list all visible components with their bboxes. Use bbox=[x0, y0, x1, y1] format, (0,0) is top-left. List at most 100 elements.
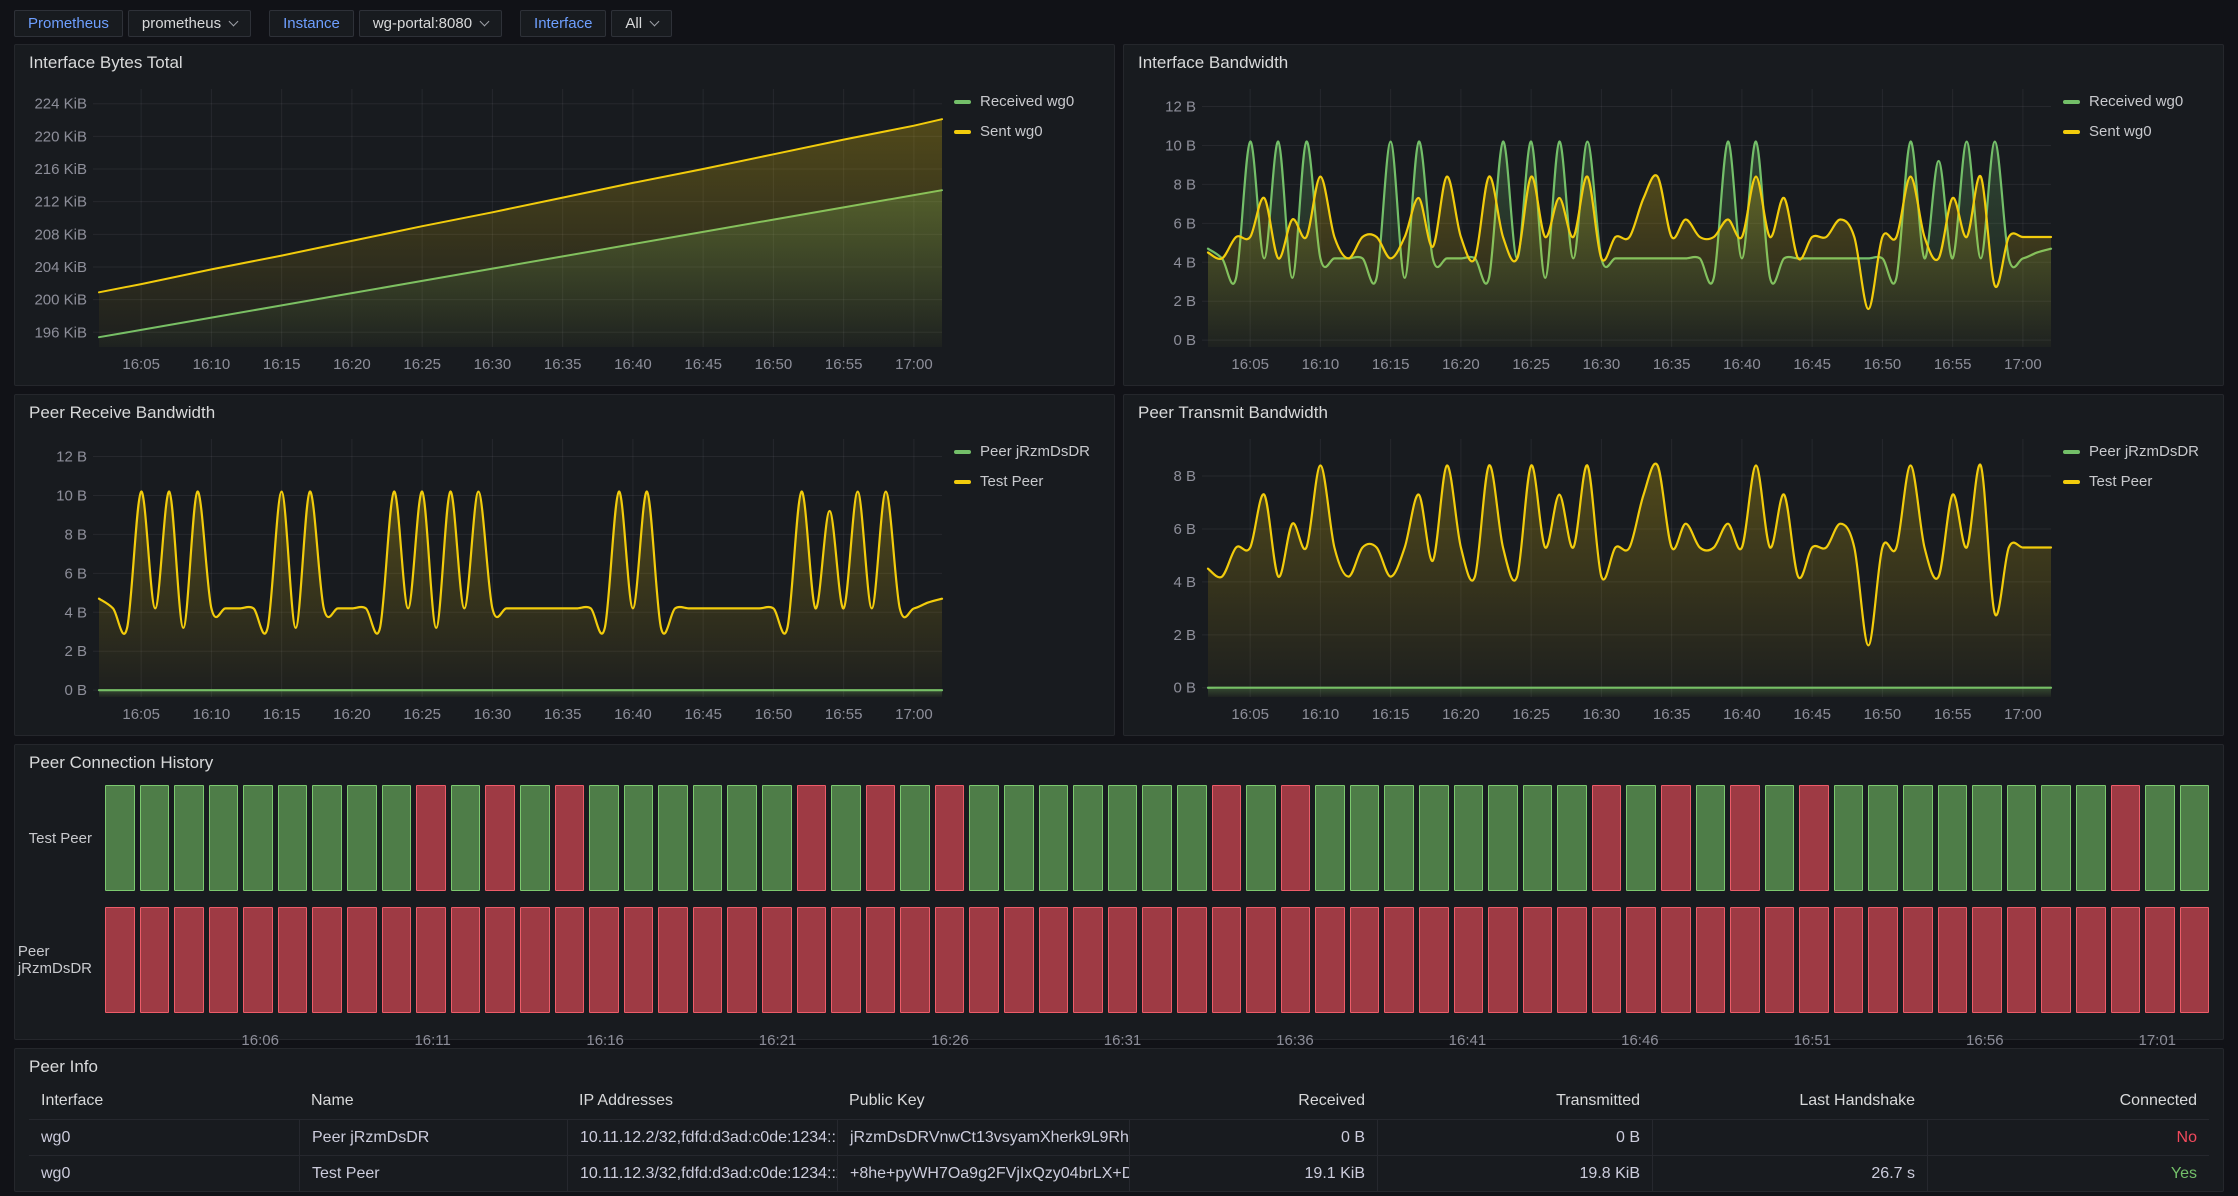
legend-item-received-wg0[interactable]: Received wg0 bbox=[954, 93, 1104, 110]
state-bar-connected bbox=[1107, 785, 1138, 891]
variables-bar: Prometheus prometheus Instance wg-portal:80… bbox=[14, 6, 2224, 40]
state-bar-disconnected bbox=[1972, 907, 2002, 1013]
variable-prometheus: Prometheus prometheus bbox=[14, 9, 252, 37]
variable-label-instance[interactable]: Instance bbox=[269, 9, 354, 37]
series-area-sent-wg0 bbox=[99, 119, 942, 347]
state-bar-disconnected bbox=[796, 907, 827, 1013]
peer-receive-bandwidth-chart: 16:05 16:10 16:15 16:20 16:25 16:30 16:35 16:40… bbox=[56, 439, 944, 723]
state-bar-disconnected bbox=[2075, 907, 2106, 1013]
table-header-cell-transmitted[interactable]: Transmitted bbox=[1556, 1092, 1640, 1109]
panel-title-interface-bytes-total[interactable]: Interface Bytes Total bbox=[29, 53, 183, 72]
table-cell-transmitted: 19.8 KiB bbox=[1377, 1156, 1652, 1191]
state-bar-disconnected bbox=[208, 907, 239, 1013]
state-bar-disconnected bbox=[1418, 907, 1449, 1013]
timeline-x-tick-label: 16:26 bbox=[931, 1032, 969, 1049]
panel-title-peer-receive-bandwidth[interactable]: Peer Receive Bandwidth bbox=[29, 403, 216, 422]
series-line-sent-wg0 bbox=[98, 118, 943, 294]
legend-series-swatch bbox=[954, 479, 971, 484]
panel-title-peer-connection-history[interactable]: Peer Connection History bbox=[29, 753, 214, 772]
table-header-cell-interface[interactable]: Interface bbox=[41, 1092, 104, 1109]
state-bar-disconnected bbox=[105, 907, 135, 1013]
y-axis-tick-label: 2 B bbox=[1173, 293, 1196, 310]
x-axis-tick-label: 16:40 bbox=[614, 706, 652, 723]
state-bar-connected bbox=[243, 785, 273, 891]
state-bar-connected bbox=[1488, 785, 1518, 891]
peer-info-table: Interface Name IP Addresses Public Key Recei… bbox=[15, 1083, 2223, 1191]
state-bar-connected bbox=[519, 785, 550, 891]
legend-item-peer-jrzmdsdr[interactable]: Peer jRzmDsDR bbox=[2063, 443, 2213, 460]
legend-interface-bandwidth: Received wg0 Sent wg0 bbox=[2063, 79, 2213, 377]
legend-item-received-wg0[interactable]: Received wg0 bbox=[2063, 93, 2213, 110]
state-bar-disconnected bbox=[1453, 907, 1484, 1013]
state-bar-connected bbox=[761, 785, 792, 891]
variable-value-dropdown-instance[interactable]: wg-portal:8080 bbox=[358, 9, 503, 37]
variable-selected-value: All bbox=[625, 14, 643, 32]
state-bar-connected bbox=[105, 785, 135, 891]
variable-value-dropdown-prometheus[interactable]: prometheus bbox=[127, 9, 252, 37]
legend-item-sent-wg0[interactable]: Sent wg0 bbox=[954, 123, 1104, 140]
table-row: wg0 Test Peer 10.11.12.3/32,fdfd:d3ad:c0de… bbox=[29, 1155, 2209, 1191]
legend-item-peer-jrzmdsdr[interactable]: Peer jRzmDsDR bbox=[954, 443, 1104, 460]
state-bar-connected bbox=[2006, 785, 2037, 891]
x-axis-tick-label: 16:30 bbox=[474, 706, 512, 723]
state-bar-disconnected bbox=[1004, 907, 1034, 1013]
table-header-cell-public-key[interactable]: Public Key bbox=[849, 1092, 925, 1109]
table-header-cell-connected[interactable]: Connected bbox=[2119, 1092, 2197, 1109]
table-header-cell-last-handshake[interactable]: Last Handshake bbox=[1799, 1092, 1915, 1109]
state-bar-disconnected bbox=[485, 785, 515, 891]
state-bar-disconnected bbox=[347, 907, 377, 1013]
x-axis-tick-label: 16:45 bbox=[684, 706, 722, 723]
y-axis-tick-label: 2 B bbox=[1173, 627, 1196, 644]
y-axis-tick-label: 4 B bbox=[1173, 254, 1196, 271]
legend-series-label: Received wg0 bbox=[2089, 93, 2184, 110]
table-header-cell-ip-addresses[interactable]: IP Addresses bbox=[579, 1092, 673, 1109]
interface-bandwidth-chart: 16:05 16:10 16:15 16:20 16:25 16:30 16:35 16:40… bbox=[1165, 89, 2053, 373]
x-axis-tick-label: 16:10 bbox=[1302, 356, 1340, 373]
x-axis-tick-label: 16:50 bbox=[755, 706, 793, 723]
variable-label-prometheus[interactable]: Prometheus bbox=[14, 9, 123, 37]
chevron-down-icon bbox=[649, 16, 660, 26]
legend-item-sent-wg0[interactable]: Sent wg0 bbox=[2063, 123, 2213, 140]
variable-label-interface[interactable]: Interface bbox=[520, 9, 607, 37]
x-axis-tick-label: 16:15 bbox=[263, 356, 301, 373]
x-axis-tick-label: 16:10 bbox=[1302, 706, 1340, 723]
state-bar-disconnected bbox=[1488, 907, 1518, 1013]
variable-value-dropdown-interface[interactable]: All bbox=[611, 9, 673, 37]
state-bar-disconnected bbox=[2110, 785, 2141, 891]
legend-series-swatch bbox=[954, 99, 971, 104]
x-axis-tick-label: 16:25 bbox=[403, 706, 441, 723]
state-bar-connected bbox=[312, 785, 343, 891]
state-bar-disconnected bbox=[934, 907, 965, 1013]
timeline-x-tick-label: 16:06 bbox=[241, 1032, 279, 1049]
panel-title-peer-transmit-bandwidth[interactable]: Peer Transmit Bandwidth bbox=[1138, 403, 1328, 422]
table-cell-ip-addresses: 10.11.12.3/32,fdfd:d3ad:c0de:1234::2/128 bbox=[567, 1156, 837, 1191]
legend-item-test-peer[interactable]: Test Peer bbox=[954, 473, 1104, 490]
state-bar-disconnected bbox=[969, 907, 1000, 1013]
table-header-cell-received[interactable]: Received bbox=[1298, 1092, 1365, 1109]
state-bar-connected bbox=[2041, 785, 2071, 891]
state-bar-disconnected bbox=[1315, 907, 1345, 1013]
state-bar-disconnected bbox=[1868, 907, 1899, 1013]
y-axis-tick-label: 212 KiB bbox=[34, 194, 87, 211]
state-bar-disconnected bbox=[1661, 907, 1691, 1013]
charts-grid: Interface Bytes Total 16:05 16:10 16:15 16:… bbox=[14, 44, 2224, 736]
x-axis-tick-label: 16:45 bbox=[684, 356, 722, 373]
legend-series-label: Peer jRzmDsDR bbox=[2089, 443, 2200, 460]
legend-series-swatch bbox=[2063, 449, 2080, 454]
x-axis-tick-label: 16:50 bbox=[755, 356, 793, 373]
table-cell-received: 19.1 KiB bbox=[1129, 1156, 1377, 1191]
legend-item-test-peer[interactable]: Test Peer bbox=[2063, 473, 2213, 490]
timeline-x-tick-label: 17:01 bbox=[2138, 1032, 2177, 1049]
x-axis-tick-label: 16:55 bbox=[1934, 706, 1972, 723]
panel-title-interface-bandwidth[interactable]: Interface Bandwidth bbox=[1138, 53, 1289, 72]
legend-series-label: Test Peer bbox=[2089, 473, 2153, 490]
panel-title-peer-info[interactable]: Peer Info bbox=[29, 1057, 98, 1076]
table-cell-public-key: jRzmDsDRVnwCt13vsyamXherk9L9RhR bbox=[837, 1120, 1129, 1155]
state-bar-connected bbox=[2075, 785, 2106, 891]
x-axis-tick-label: 16:05 bbox=[1231, 356, 1269, 373]
state-bar-disconnected bbox=[658, 907, 688, 1013]
interface-bytes-total-chart: 16:05 16:10 16:15 16:20 16:25 16:30 16:35 16:40… bbox=[34, 89, 943, 373]
x-axis-tick-label: 16:55 bbox=[825, 356, 863, 373]
table-header-cell-name[interactable]: Name bbox=[311, 1092, 354, 1109]
